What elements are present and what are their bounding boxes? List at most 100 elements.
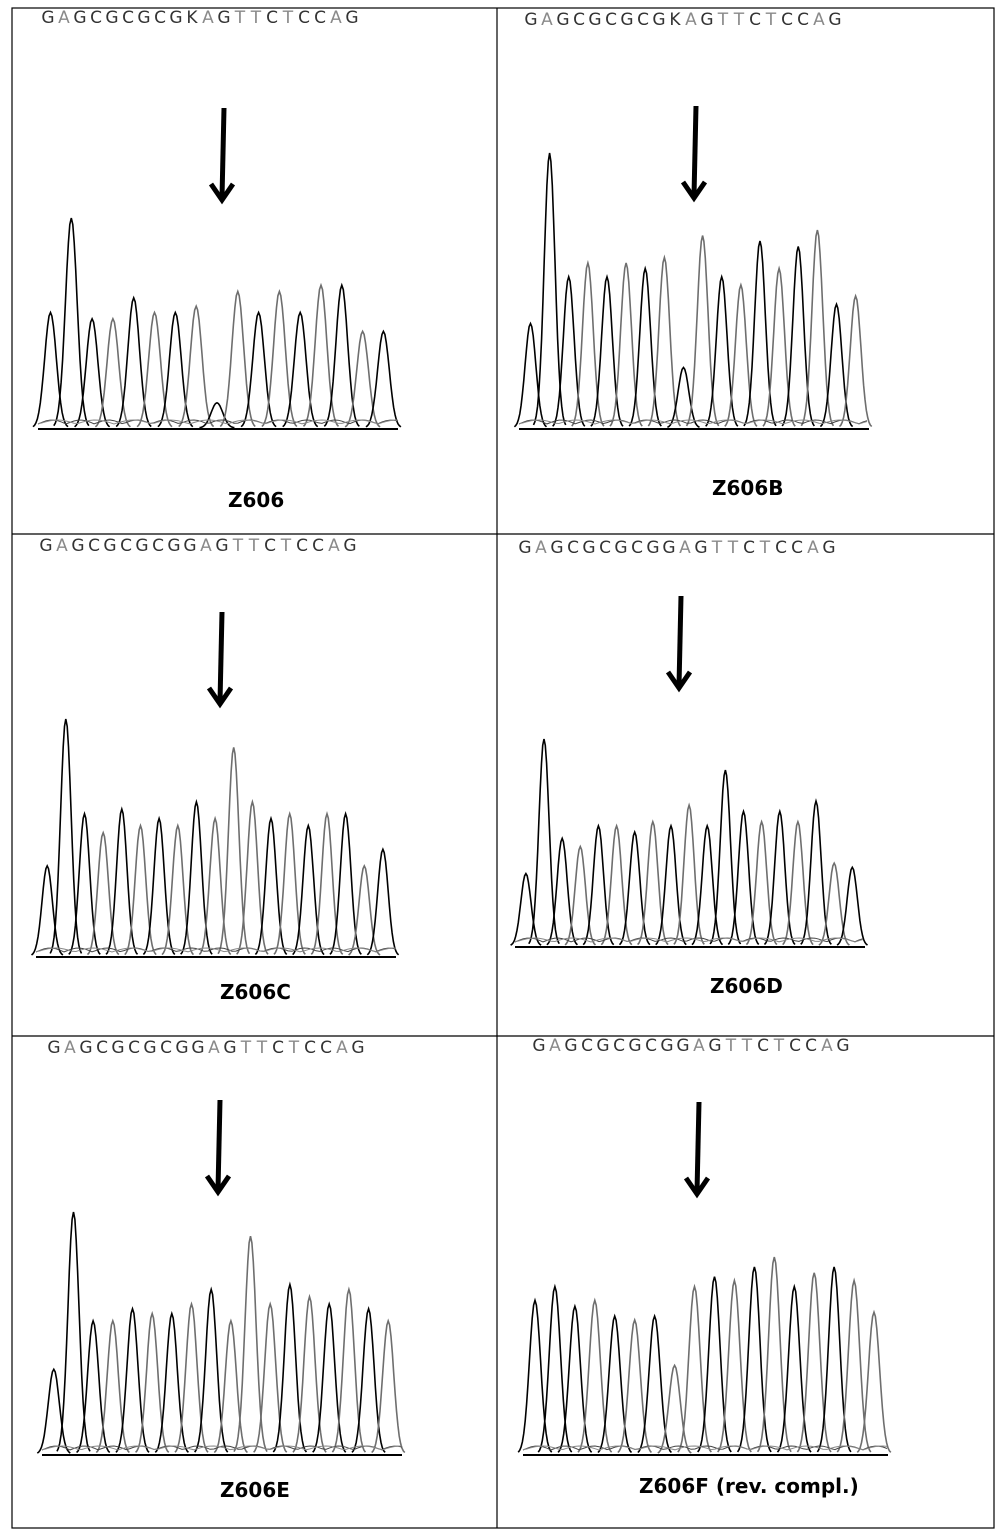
trace-peak [557, 1303, 593, 1453]
trace-peak [709, 769, 742, 945]
trace-peak [763, 808, 796, 946]
trace-peak [30, 864, 64, 956]
base-letter: T [773, 1036, 785, 1056]
base-letter: G [518, 538, 532, 558]
trace-peak [724, 282, 758, 427]
base-letter: C [797, 10, 809, 30]
trace-peak [736, 1266, 772, 1453]
sample-label: Z606C [220, 980, 291, 1004]
base-letter: C [645, 1036, 657, 1056]
base-letter: T [733, 10, 745, 30]
mutation-arrow-icon [665, 595, 693, 693]
base-letter: G [524, 10, 538, 30]
base-letter: C [160, 1038, 172, 1058]
trace-peak [691, 823, 724, 946]
base-letter: G [79, 1038, 93, 1058]
base-letter: G [345, 8, 359, 28]
trace-peak [657, 1363, 692, 1454]
trace-noise [35, 947, 397, 953]
base-letter: G [111, 1038, 125, 1058]
base-letter: G [564, 1036, 578, 1056]
trace-peak [571, 259, 605, 427]
trace-peak [609, 262, 643, 427]
mutation-arrow-icon [204, 1099, 232, 1197]
trace-peak [161, 822, 195, 956]
trace-peak [366, 847, 400, 956]
base-letter: G [660, 1036, 674, 1056]
trace-peak [329, 810, 362, 955]
table-borders [11, 7, 995, 1529]
trace-peak [199, 401, 235, 429]
trace-peak [178, 304, 215, 428]
trace-peak [513, 321, 548, 428]
base-letter: A [693, 1036, 705, 1056]
trace-peak [134, 1310, 170, 1453]
trace-peak [647, 254, 682, 427]
base-letter: G [700, 10, 714, 30]
trace-peak [76, 1318, 111, 1454]
base-letter: C [573, 10, 585, 30]
mutation-arrow-icon [208, 107, 236, 205]
base-letter: T [741, 1036, 753, 1056]
base-letter: T [256, 1038, 268, 1058]
base-letter: T [234, 8, 246, 28]
trace-peak [74, 316, 111, 428]
trace-peak [254, 815, 288, 956]
base-letter: K [186, 8, 198, 28]
chromatogram-z606e [36, 1099, 406, 1456]
trace-peak [818, 861, 850, 946]
base-letter: G [135, 536, 149, 556]
base-letter: C [266, 8, 278, 28]
base-letter: C [296, 536, 308, 556]
base-letter: T [240, 1038, 252, 1058]
trace-peak [68, 810, 101, 955]
trace-peak [154, 1310, 190, 1453]
base-letter: C [128, 1038, 140, 1058]
base-letter: C [272, 1038, 284, 1058]
trace-peak [365, 329, 402, 428]
base-letter: A [328, 536, 340, 556]
base-letter: G [676, 1036, 690, 1056]
base-letter: C [613, 1036, 625, 1056]
sample-label: Z606F (rev. compl.) [639, 1474, 859, 1498]
base-letter: A [208, 1038, 220, 1058]
base-letter: C [749, 10, 761, 30]
trace-peak [124, 822, 157, 956]
trace-noise [514, 937, 864, 943]
base-letter: C [298, 8, 310, 28]
base-letter: C [320, 1038, 332, 1058]
chromatogram-z606d [510, 595, 868, 948]
base-letter: G [556, 10, 570, 30]
base-letter: G [217, 8, 231, 28]
base-letter: G [582, 538, 596, 558]
base-letter: A [56, 536, 68, 556]
base-letter: A [202, 8, 214, 28]
trace-peak [836, 1277, 872, 1453]
trace-peak [49, 718, 83, 954]
base-letter: T [232, 536, 244, 556]
trace-peak [618, 829, 651, 946]
trace-peak [800, 229, 835, 427]
trace-peak [582, 823, 615, 946]
trace-noise [35, 947, 397, 953]
base-letter: C [304, 1038, 316, 1058]
trace-peak [745, 819, 778, 946]
base-letter: A [821, 1036, 833, 1056]
trace-peak [796, 1272, 832, 1453]
trace-peak [174, 1301, 209, 1453]
trace-peak [673, 802, 705, 945]
base-letter: G [828, 10, 842, 30]
base-letter: G [105, 8, 119, 28]
trace-peak [348, 864, 381, 956]
base-letter: G [39, 536, 53, 556]
base-letter: T [759, 538, 771, 558]
trace-noise [41, 1445, 403, 1451]
chromatogram-z606b [513, 105, 873, 430]
